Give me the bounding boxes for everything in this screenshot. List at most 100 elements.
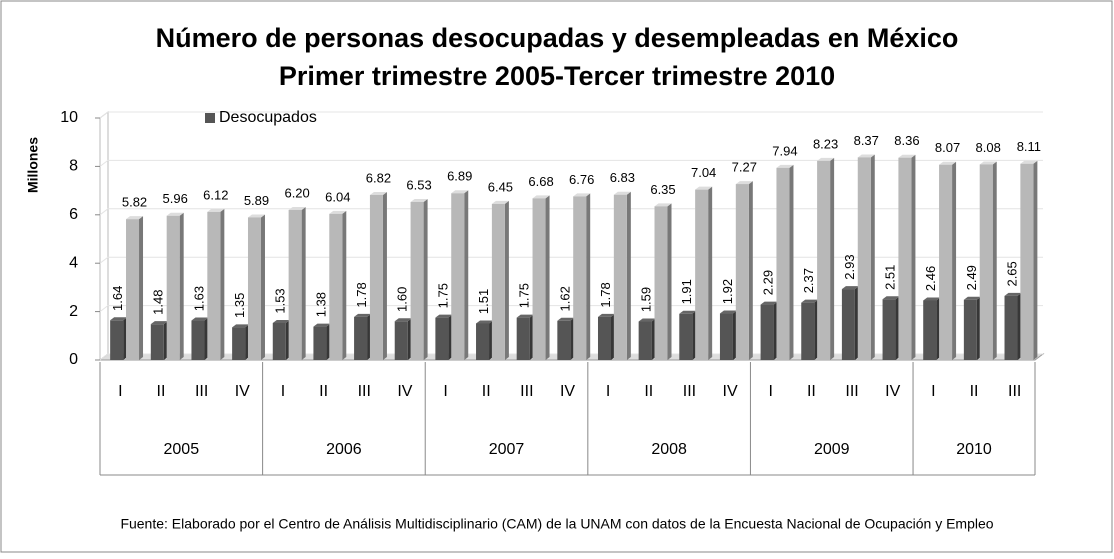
bar-top	[760, 301, 778, 305]
x-tick-label: I	[281, 383, 285, 400]
bar-side	[382, 191, 387, 360]
value-label: 1.51	[476, 289, 491, 314]
bar	[613, 194, 627, 360]
bar-top	[516, 314, 534, 318]
x-tick-label: I	[443, 383, 447, 400]
value-label: 6.35	[650, 182, 675, 197]
bar	[801, 302, 815, 360]
bar	[939, 164, 953, 360]
bar-side	[789, 164, 794, 360]
bar-side	[139, 216, 144, 360]
bar-side	[992, 161, 997, 360]
y-tick-label: 8	[69, 158, 78, 175]
bar-side	[260, 214, 265, 360]
value-label: 2.37	[801, 268, 816, 293]
bar	[410, 201, 424, 360]
x-group-label: 2008	[651, 441, 687, 458]
bar	[638, 321, 652, 360]
bar-side	[830, 157, 835, 360]
x-tick-label: II	[319, 383, 328, 400]
bar	[150, 324, 164, 360]
chart-subtitle: Primer trimestre 2005-Tercer trimestre 2…	[279, 61, 835, 91]
value-label: 1.91	[679, 279, 694, 304]
value-label: 8.11	[1017, 139, 1041, 154]
y-tick-label: 0	[69, 351, 78, 368]
grid-line	[99, 305, 1043, 313]
bar	[369, 194, 383, 360]
bar	[923, 300, 937, 360]
x-tick-label: IV	[560, 383, 575, 400]
bar-top	[638, 318, 656, 322]
bar-side	[667, 203, 672, 360]
y-tick-label: 10	[60, 109, 78, 126]
bar	[898, 157, 912, 360]
bar-top	[126, 216, 144, 220]
bar	[841, 289, 855, 360]
bar-top	[719, 310, 737, 314]
value-label: 1.75	[517, 283, 532, 308]
bar-top	[613, 191, 631, 195]
legend-swatch	[205, 113, 215, 123]
bar	[435, 317, 449, 360]
x-tick-label: III	[520, 383, 533, 400]
bar	[557, 320, 571, 360]
bar	[817, 160, 831, 360]
value-label: 8.37	[854, 133, 879, 148]
bar	[1020, 163, 1034, 360]
x-group-label: 2010	[956, 441, 992, 458]
x-tick-label: IV	[885, 383, 900, 400]
value-label: 7.94	[772, 143, 797, 158]
bar-side	[870, 154, 875, 360]
bar-top	[207, 208, 225, 212]
x-group-label: 2005	[164, 441, 200, 458]
bar	[719, 313, 733, 360]
value-label: 1.78	[598, 282, 613, 307]
y-axis-label: Millones	[25, 137, 41, 193]
x-tick-label: I	[931, 383, 935, 400]
value-label: 2.29	[761, 270, 776, 295]
bar-side	[911, 154, 916, 360]
x-tick-label: I	[118, 383, 122, 400]
value-label: 2.49	[964, 265, 979, 290]
value-label: 1.64	[110, 286, 125, 311]
x-tick-label: III	[195, 383, 208, 400]
bar-top	[654, 203, 672, 207]
value-label: 6.68	[528, 174, 553, 189]
value-label: 1.62	[557, 286, 572, 311]
value-label: 1.53	[273, 288, 288, 313]
bar	[329, 213, 343, 360]
value-label: 6.82	[366, 170, 391, 185]
x-tick-label: II	[482, 383, 491, 400]
bar-top	[963, 296, 981, 300]
y-tick-label: 2	[69, 303, 78, 320]
bar-side	[342, 210, 347, 360]
bar-top	[695, 186, 713, 190]
bar-side	[708, 186, 713, 360]
value-label: 1.35	[232, 293, 247, 318]
bar-top	[232, 324, 250, 328]
bar	[313, 326, 327, 360]
bar-side	[504, 200, 509, 360]
bar-top	[939, 161, 957, 165]
x-tick-label: II	[970, 383, 979, 400]
bar	[191, 320, 205, 360]
bar-top	[329, 210, 347, 214]
value-label: 6.89	[447, 169, 472, 184]
bar-side	[220, 208, 225, 360]
value-label: 6.76	[569, 172, 594, 187]
bar-top	[1004, 292, 1022, 296]
value-label: 8.23	[813, 136, 838, 151]
x-tick-label: III	[683, 383, 696, 400]
bar-top	[557, 317, 575, 321]
bar-top	[435, 314, 453, 318]
bar	[451, 193, 465, 360]
bar-top	[247, 214, 265, 218]
bar	[354, 316, 368, 360]
bar-top	[735, 181, 753, 185]
bar-top	[979, 161, 997, 165]
grid-line	[99, 256, 1043, 264]
bar-top	[597, 313, 615, 317]
grid-line	[99, 208, 1043, 216]
x-tick-label: III	[845, 383, 858, 400]
